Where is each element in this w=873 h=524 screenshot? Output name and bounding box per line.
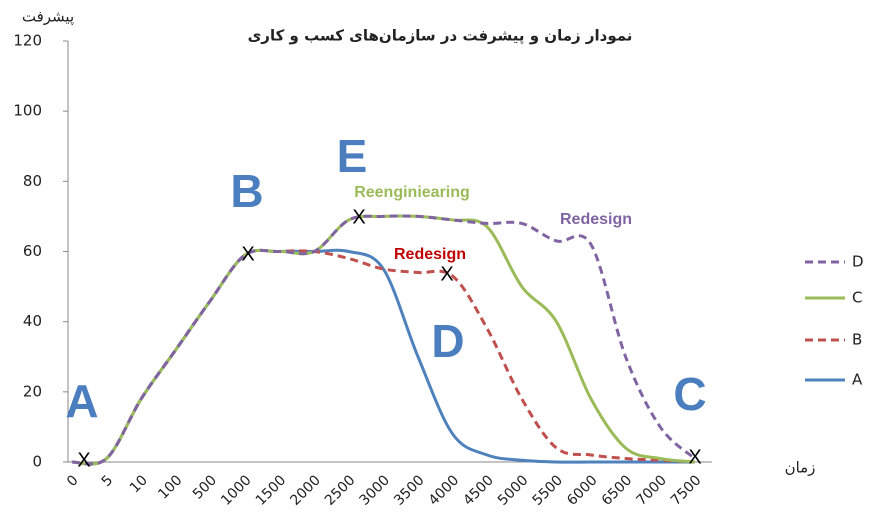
annotation: A (65, 375, 98, 427)
x-tick-label: 6000 (564, 472, 601, 509)
legend-label: D (852, 253, 864, 271)
y-tick-label: 20 (23, 382, 42, 400)
x-tick-label: 500 (190, 472, 220, 502)
x-marker: X (352, 206, 365, 228)
x-tick-label: 1000 (218, 472, 255, 509)
annotation: C (673, 368, 706, 420)
series-line (71, 214, 695, 466)
x-marker: X (241, 243, 254, 265)
series-line (71, 214, 696, 466)
annotation: Reenginiearing (354, 184, 470, 201)
x-tick-label: 3500 (391, 472, 428, 509)
annotation: Redesign (560, 211, 632, 228)
annotation: B (230, 165, 263, 217)
y-tick-label: 120 (13, 32, 42, 50)
x-tick-label: 4000 (426, 472, 463, 509)
x-tick-label: 3000 (357, 472, 394, 509)
x-tick-label: 0 (64, 472, 82, 490)
x-tick-label: 100 (155, 472, 185, 502)
y-axis-label: پیشرفت (22, 8, 74, 27)
y-tick-label: 100 (13, 102, 42, 120)
y-tick-label: 80 (23, 172, 42, 190)
x-tick-label: 4500 (460, 472, 497, 509)
legend-label: B (852, 331, 862, 349)
legend-label: A (852, 371, 863, 389)
y-tick-label: 60 (23, 242, 42, 260)
x-tick-label: 5000 (495, 472, 532, 509)
y-tick-label: 0 (32, 453, 42, 471)
annotation: E (337, 130, 368, 182)
legend-label: C (852, 289, 862, 307)
x-tick-label: 10 (127, 472, 151, 496)
x-tick-label: 6500 (599, 472, 636, 509)
x-axis-label: زمان (785, 459, 816, 477)
y-tick-label: 40 (23, 312, 42, 330)
x-tick-label: 7000 (633, 472, 670, 509)
x-tick-label: 7500 (668, 472, 705, 509)
series-line (71, 248, 695, 466)
x-tick-label: 2000 (287, 472, 324, 509)
x-tick-label: 1500 (253, 472, 290, 509)
x-marker: X (77, 449, 90, 471)
x-tick-label: 2500 (322, 472, 359, 509)
chart-title: نمودار زمان و پیشرفت در سازمان‌های کسب و… (248, 27, 633, 46)
x-marker: X (440, 263, 453, 285)
annotation: Redesign (394, 246, 466, 263)
annotation: D (431, 315, 464, 367)
x-marker: X (688, 446, 701, 468)
series-line (71, 248, 695, 466)
x-tick-label: 5500 (530, 472, 567, 509)
x-tick-label: 5 (99, 472, 117, 490)
